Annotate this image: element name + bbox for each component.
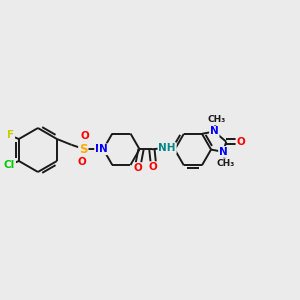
Text: S: S (79, 143, 88, 156)
Text: O: O (80, 131, 89, 141)
Text: NH: NH (158, 143, 176, 153)
Text: N: N (95, 144, 104, 154)
Text: N: N (219, 147, 228, 157)
Text: N: N (99, 144, 108, 154)
Text: CH₃: CH₃ (208, 115, 226, 124)
Text: CH₃: CH₃ (217, 159, 235, 168)
Text: Cl: Cl (4, 160, 15, 170)
Text: O: O (149, 162, 158, 172)
Text: F: F (7, 130, 14, 140)
Text: O: O (236, 137, 245, 147)
Text: O: O (77, 158, 86, 167)
Text: N: N (210, 127, 219, 136)
Text: O: O (134, 163, 142, 173)
